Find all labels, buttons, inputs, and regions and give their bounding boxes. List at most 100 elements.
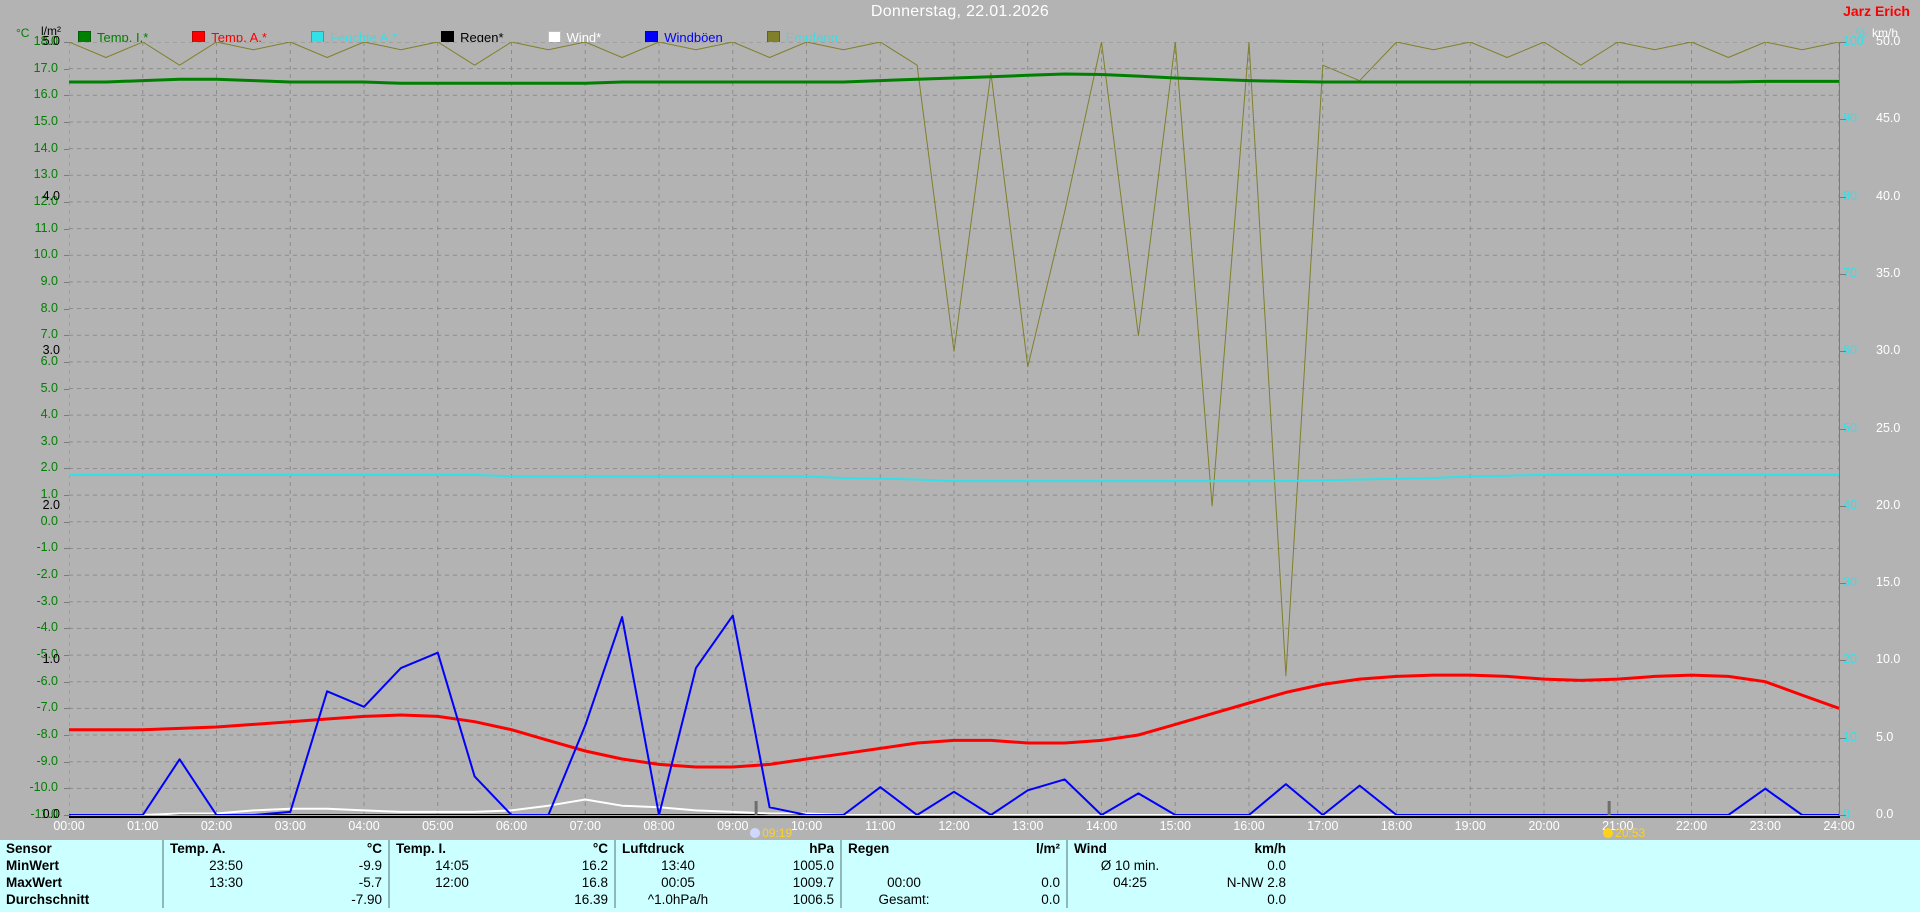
stats-time-cell: Temp. I. (388, 840, 514, 857)
wind-tick-label: 40.0 (1876, 188, 1901, 203)
axis-tick (1840, 660, 1846, 661)
series-line-feuchte-a (69, 473, 1839, 483)
axis-tick (64, 42, 70, 43)
stats-time-cell: Luftdruck (614, 840, 740, 857)
axis-tick (1840, 583, 1846, 584)
time-tick-label: 09:00 (717, 819, 749, 833)
time-tick-label: 00:00 (53, 819, 85, 833)
stats-time-cell: 00:00 (840, 874, 966, 891)
time-tick-label: 06:00 (495, 819, 528, 833)
legend-item-temp-i[interactable]: Temp. I.* (78, 30, 148, 45)
stats-time-cell: Regen (840, 840, 966, 857)
legend-label: Empfang (785, 29, 838, 45)
sunrise-marker: 09:19 (750, 826, 792, 840)
stats-header-row: Sensor Temp. A. °C Temp. I. °C Luftdruck hPa Re… (0, 840, 1292, 857)
axis-unit-celsius: °C (16, 26, 30, 40)
series-line-temp-i (69, 72, 1839, 85)
stats-value-cell: l/m² (1035, 841, 1060, 856)
stats-value-cell: -7.90 (351, 892, 382, 907)
axis-tick (64, 708, 70, 709)
axis-tick (64, 175, 70, 176)
axis-tick (64, 442, 70, 443)
stats-value-cell: N-NW 2.8 (1226, 875, 1286, 890)
temp-tick-label: 8.0 (40, 300, 58, 315)
stats-time-cell: 00:05 (614, 874, 740, 891)
axis-tick (64, 389, 70, 390)
temp-tick-label: 6.0 (40, 353, 58, 368)
chart-plot-area (69, 42, 1839, 815)
temp-tick-label: 9.0 (40, 273, 58, 288)
temp-tick-label: 3.0 (40, 433, 58, 448)
axis-tick (64, 815, 70, 816)
humidity-tick-label: 60 (1843, 343, 1857, 358)
stats-time-cell: 14:05 (388, 857, 514, 874)
humidity-tick-label: 50 (1843, 420, 1857, 435)
legend-item-temp-a[interactable]: Temp. A.* (192, 30, 267, 45)
stats-value-cell: -5.7 (358, 875, 382, 890)
humidity-tick-label: 20 (1843, 652, 1857, 667)
legend-label: Regen* (460, 29, 504, 45)
stats-time-cell: Temp. A. (162, 840, 288, 857)
series-line-temp-a (69, 673, 1839, 769)
temp-tick-label: -11.0 (30, 807, 58, 821)
stats-value-cell: 1005.0 (792, 858, 834, 873)
axis-tick (64, 202, 70, 203)
sunset-marker: 20:53 (1603, 826, 1645, 840)
chart-legend: Temp. I.* Temp. A.* Feuchte A.* Regen* Wind*… (78, 28, 882, 46)
temp-tick-label: -4.0 (36, 620, 58, 635)
legend-item-windb-en[interactable]: Windböen (645, 30, 723, 45)
rain-tick-label: 0.0 (42, 807, 60, 821)
legend-label: Feuchte A.* (329, 29, 398, 45)
series-line-windb-en (69, 614, 1839, 815)
time-tick-label: 02:00 (200, 819, 233, 833)
axis-tick (64, 522, 70, 523)
time-tick-label: 13:00 (1012, 819, 1044, 833)
stats-value-cell: °C (366, 841, 382, 856)
stats-row: MinWert 23:50 -9.9 14:05 16.2 13:40 1005.0 Ø 10… (0, 857, 1292, 874)
right-axis-line (1838, 42, 1840, 818)
axis-tick (64, 655, 70, 656)
humidity-tick-label: 70 (1843, 265, 1857, 280)
stats-value-cell: -9.9 (358, 858, 382, 873)
axis-unit-wind: km/h (1872, 26, 1899, 40)
temp-tick-label: -6.0 (36, 673, 58, 688)
axis-tick (64, 69, 70, 70)
time-tick-label: 16:00 (1233, 819, 1265, 833)
axis-tick (64, 309, 70, 310)
humidity-tick-label: 90 (1843, 111, 1857, 126)
axis-tick (1840, 197, 1846, 198)
stats-time-cell (1066, 891, 1192, 908)
axis-unit-humidity: % (1856, 26, 1867, 40)
axis-tick (64, 335, 70, 336)
stats-time-cell: Ø 10 min. (1066, 857, 1192, 874)
legend-item-feuchte-a[interactable]: Feuchte A.* (310, 29, 398, 45)
stats-time-cell (840, 857, 966, 874)
temp-tick-label: -8.0 (36, 727, 58, 742)
temp-tick-label: 14.0 (33, 140, 58, 155)
temp-tick-label: 17.0 (33, 60, 58, 75)
axis-tick (1840, 738, 1846, 739)
time-tick-label: 15:00 (1159, 819, 1191, 833)
wind-tick-label: 45.0 (1876, 111, 1901, 126)
axis-unit-rain: l/m² (41, 24, 61, 38)
axis-tick (1840, 506, 1846, 507)
stats-value-cell: 0.0 (1267, 892, 1286, 907)
temp-tick-label: 11.0 (34, 220, 58, 235)
axis-tick (64, 229, 70, 230)
temp-tick-label: 15.0 (33, 113, 58, 128)
stats-value-cell: 16.2 (581, 858, 608, 873)
stats-value-cell: 16.39 (574, 892, 608, 907)
rain-tick-label: 2.0 (42, 497, 60, 512)
humidity-tick-label: 80 (1843, 188, 1857, 203)
axis-tick (64, 415, 70, 416)
temp-tick-label: -1.0 (36, 540, 58, 555)
time-tick-label: 17:00 (1307, 819, 1339, 833)
stats-value-cell: 1009.7 (792, 875, 834, 890)
axis-tick (64, 762, 70, 763)
stats-time-cell: 23:50 (162, 857, 288, 874)
owner-label: Jarz Erich (1843, 3, 1910, 19)
stats-value-cell: 16.8 (581, 875, 608, 890)
wind-tick-label: 15.0 (1876, 575, 1901, 590)
rain-tick-label: 5.0 (42, 34, 60, 48)
